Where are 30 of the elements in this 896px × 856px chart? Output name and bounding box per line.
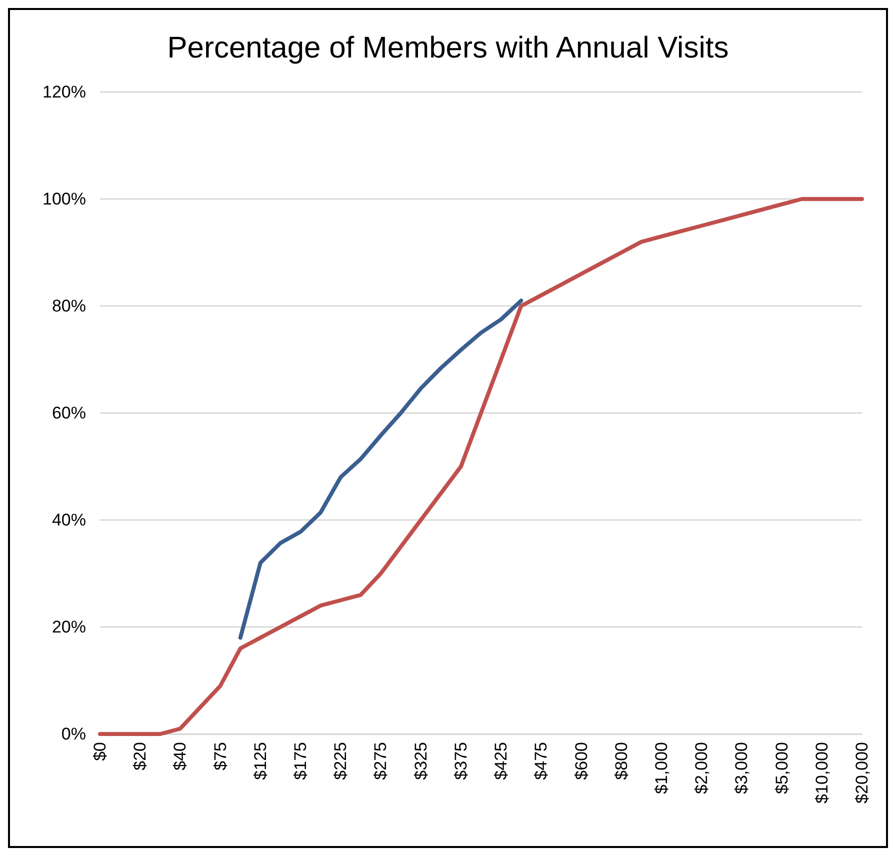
y-tick-label: 120% (42, 82, 86, 102)
x-tick-label: $800 (612, 742, 631, 780)
x-tick-label: $275 (371, 742, 390, 780)
y-tick-label: 60% (52, 404, 86, 422)
x-tick-label: $175 (291, 742, 310, 780)
y-tick-label: 20% (52, 618, 86, 636)
x-tick-label: $325 (411, 742, 430, 780)
y-tick-label: 80% (52, 296, 86, 316)
x-tick-label: $10,000 (812, 742, 832, 804)
x-tick-label: $0 (90, 742, 110, 761)
x-tick-label: $2,000 (692, 742, 712, 794)
y-tick-label: 0% (61, 724, 86, 744)
x-tick-label: $125 (250, 742, 270, 780)
x-tick-label: $40 (170, 742, 190, 770)
x-tick-label: $5,000 (772, 742, 792, 794)
x-tick-label: $375 (451, 742, 470, 780)
y-tick-label: 100% (42, 190, 86, 208)
line-series (98, 197, 864, 736)
chart-title: Percentage of Members with Annual Visits (167, 32, 729, 64)
x-tick-label: $1,000 (652, 742, 671, 794)
x-tick-label: $225 (331, 742, 350, 780)
x-tick-label: $600 (572, 742, 591, 780)
y-tick-label: 40% (52, 510, 86, 530)
x-tick-label: $425 (492, 742, 511, 780)
x-tick-label: $475 (532, 742, 551, 780)
x-tick-label: $3,000 (732, 742, 752, 794)
x-tick-label: $20 (130, 742, 150, 770)
line-series (238, 298, 524, 640)
x-tick-label: $20,000 (852, 742, 872, 804)
x-tick-label: $75 (210, 742, 230, 770)
